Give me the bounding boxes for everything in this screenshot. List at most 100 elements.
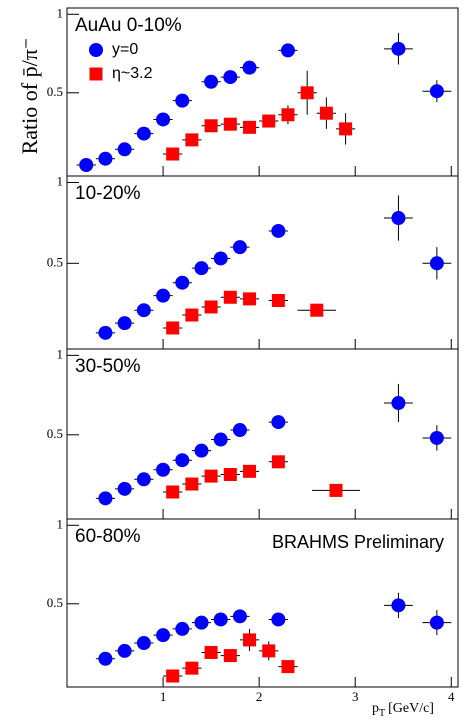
marker	[391, 396, 406, 411]
marker	[242, 60, 257, 75]
marker	[166, 669, 180, 683]
marker	[204, 74, 219, 89]
marker	[98, 151, 113, 166]
marker	[280, 43, 295, 58]
marker	[136, 303, 151, 318]
panel-title: 30-50%	[75, 356, 141, 377]
marker	[271, 293, 285, 307]
marker	[136, 636, 151, 651]
marker	[391, 211, 406, 226]
marker	[329, 483, 343, 497]
marker	[232, 609, 247, 624]
marker	[136, 126, 151, 141]
marker	[243, 464, 257, 478]
marker	[429, 84, 444, 99]
marker	[185, 133, 199, 147]
marker	[194, 615, 209, 630]
marker	[194, 261, 209, 276]
y-tick-label: 0.5	[47, 595, 63, 610]
marker	[166, 485, 180, 499]
marker	[117, 142, 132, 157]
marker	[281, 660, 295, 674]
y-tick-label: 1	[57, 5, 64, 20]
marker	[194, 443, 209, 458]
marker	[391, 598, 406, 613]
annotation: BRAHMS Preliminary	[272, 532, 444, 552]
marker	[232, 423, 247, 438]
marker	[117, 643, 132, 658]
marker	[319, 106, 333, 120]
y-tick-label: 0.5	[47, 426, 63, 441]
marker	[271, 612, 286, 627]
marker	[310, 303, 324, 317]
marker	[185, 477, 199, 491]
panel-title: AuAu 0-10%	[75, 15, 182, 36]
x-tick-label: 2	[256, 689, 263, 704]
y-tick-label: 1	[57, 516, 64, 531]
marker	[391, 41, 406, 56]
marker	[213, 432, 228, 447]
marker	[262, 644, 276, 658]
marker	[204, 300, 218, 314]
marker	[175, 93, 190, 108]
y-tick-label: 1	[57, 173, 64, 188]
marker	[243, 120, 257, 134]
legend-label: η~3.2	[112, 65, 153, 82]
marker	[98, 491, 113, 506]
marker	[175, 621, 190, 636]
marker	[213, 612, 228, 627]
y-tick-label: 0.5	[47, 254, 63, 269]
marker	[185, 308, 199, 322]
marker	[175, 275, 190, 290]
marker	[271, 223, 286, 238]
marker	[223, 117, 237, 131]
panel-title: 60-80%	[75, 526, 141, 547]
x-axis-label: pT [GeV/c]	[372, 701, 434, 719]
marker	[429, 615, 444, 630]
marker	[98, 651, 113, 666]
marker	[79, 158, 94, 173]
marker	[232, 240, 247, 255]
marker	[156, 462, 171, 477]
marker	[223, 290, 237, 304]
marker	[166, 147, 180, 161]
x-label-subscript: T	[379, 708, 385, 719]
marker	[117, 481, 132, 496]
marker	[223, 70, 238, 85]
legend-marker	[89, 67, 103, 81]
marker	[223, 468, 237, 482]
x-label-unit: [GeV/c]	[388, 701, 434, 716]
marker	[185, 661, 199, 675]
x-tick-label: 4	[448, 689, 455, 704]
marker	[156, 628, 171, 643]
x-label-symbol: p	[372, 701, 379, 716]
marker	[204, 119, 218, 133]
legend-label: y=0	[112, 41, 138, 58]
panel-title: 10-20%	[75, 183, 141, 204]
marker	[339, 122, 353, 136]
marker	[271, 455, 285, 469]
y-axis-label: Ratio of p̄/π⁻	[17, 38, 42, 155]
marker	[156, 288, 171, 303]
marker	[223, 649, 237, 663]
marker	[243, 292, 257, 306]
panel-frame	[66, 518, 459, 688]
marker	[262, 114, 276, 128]
marker	[213, 251, 228, 266]
marker	[243, 633, 257, 647]
x-tick-label: 1	[160, 689, 167, 704]
marker	[136, 472, 151, 487]
x-tick-label: 3	[352, 689, 359, 704]
marker	[98, 325, 113, 340]
marker	[204, 645, 218, 659]
marker	[156, 112, 171, 127]
marker	[271, 415, 286, 430]
marker	[175, 453, 190, 468]
marker	[300, 86, 314, 100]
marker	[117, 316, 132, 331]
y-tick-label: 0.5	[47, 84, 63, 99]
marker	[166, 321, 180, 335]
marker	[204, 469, 218, 483]
marker	[281, 108, 295, 122]
